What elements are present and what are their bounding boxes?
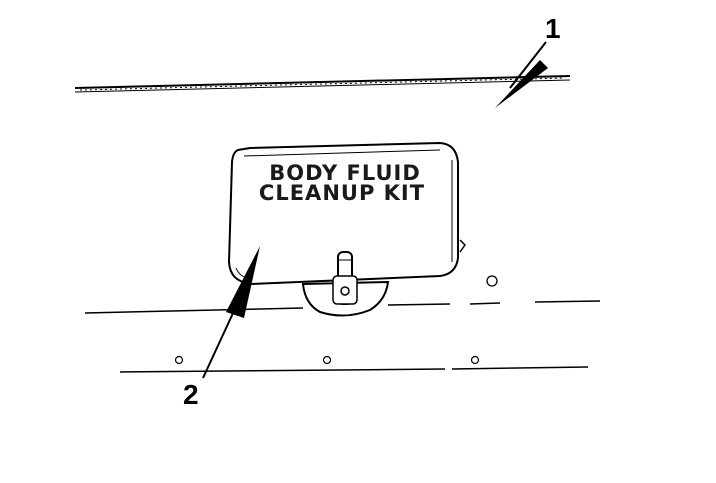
callout-1-number: 1 (545, 13, 561, 44)
callout-2-number: 2 (183, 379, 199, 410)
kit-label-line1: BODY FLUID (269, 161, 421, 185)
fastener-hole (486, 275, 498, 287)
upper-seam (74, 75, 571, 93)
callout-1-leader (495, 41, 548, 108)
kit-label-line2: CLEANUP KIT (259, 181, 425, 205)
latch-bracket (301, 251, 390, 317)
middle-seam (84, 300, 601, 314)
callout-2-leader (202, 246, 260, 379)
cleanup-kit-box (227, 141, 466, 286)
lower-seam (119, 355, 589, 373)
